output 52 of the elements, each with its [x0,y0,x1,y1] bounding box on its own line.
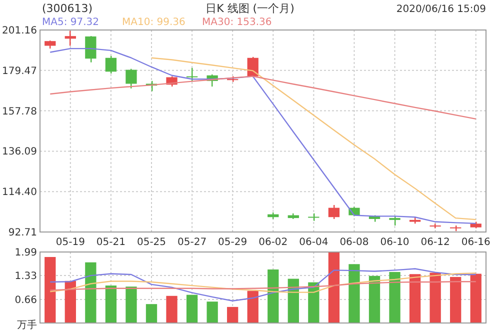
line-series [150,57,476,220]
bar [85,262,96,323]
y-tick-label: 157.78 [2,106,37,118]
text: MA5: 97.32 [42,17,100,28]
y-tick-label: 136.09 [2,146,37,158]
x-tick-label: 06-08 [340,237,369,248]
y-tick-label: 1.99 [14,248,37,258]
bar [389,272,400,323]
bar [450,276,462,323]
bar [308,282,320,323]
bar [146,304,158,323]
x-tick-label: 06-12 [420,237,450,248]
bar [227,306,238,323]
x-tick-label: 05-29 [218,237,248,248]
bar [268,269,279,323]
line-series [50,272,476,293]
bar [409,274,421,323]
bar [64,280,76,323]
bar [430,272,441,323]
text: 2020/06/16 15:09 [396,4,486,15]
chart-title: (300613) [42,2,93,15]
line-series [50,281,476,291]
y-tick-label: 179.47 [2,66,37,77]
bar [348,264,360,323]
x-tick-label: 06-04 [299,237,328,248]
x-tick-label: 06-16 [461,237,490,248]
line-series [50,268,476,302]
bar [126,286,137,323]
y-tick-label: 1.33 [14,271,37,282]
y-axis-title: 万手 [17,319,37,331]
x-tick-label: 05-19 [56,237,85,248]
text: MA30: 153.36 [202,17,272,28]
bar [186,294,198,323]
bar [105,286,117,323]
bar [44,256,56,323]
bar [247,290,258,323]
x-tick-label: 05-21 [96,237,126,248]
y-tick-label: 92.71 [8,228,37,238]
bar [166,296,178,323]
x-tick-label: 06-02 [258,237,288,248]
bar [328,252,340,323]
y-tick-label: 0.66 [14,294,37,306]
x-tick-label: 05-27 [178,237,207,248]
x-tick-label: 06-10 [380,237,410,248]
text: MA10: 99.36 [122,17,186,28]
bar [470,274,482,323]
bar [368,276,380,323]
y-tick-label: 114.40 [2,187,37,198]
x-tick-label: 05-25 [136,237,166,248]
y-tick-label: 201.16 [2,26,37,36]
bar [206,302,218,323]
chart-subtitle: 日K 线图 (一个月) [206,2,294,15]
